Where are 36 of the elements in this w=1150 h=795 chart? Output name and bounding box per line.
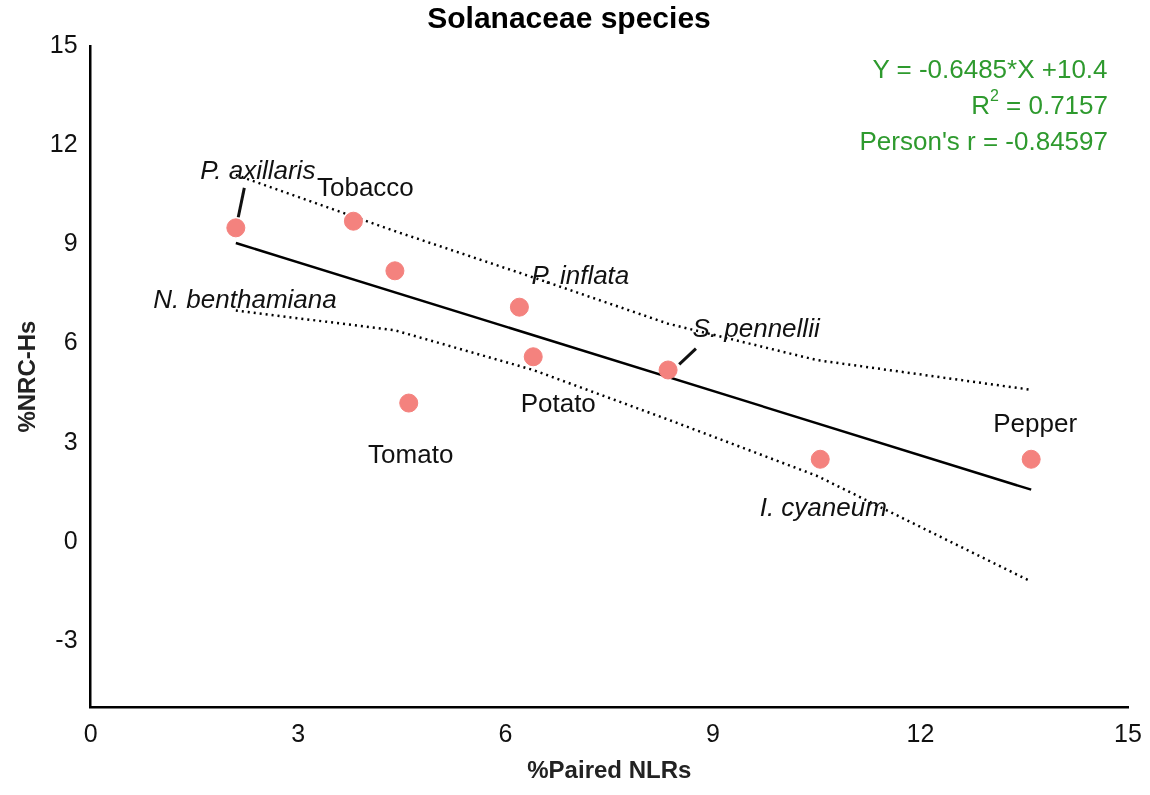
annotation: S. pennellii: [692, 313, 821, 344]
chart-title: Solanaceae species: [427, 1, 711, 35]
point: [523, 347, 543, 367]
point: [509, 297, 529, 317]
point: [343, 211, 363, 231]
x-tick-label: 12: [906, 719, 935, 748]
y-tick-label: -3: [55, 624, 78, 653]
y-tick-label: 6: [63, 327, 78, 356]
y-tick-label: 12: [49, 129, 78, 158]
point: [658, 360, 678, 380]
point: [399, 393, 419, 413]
point: [810, 449, 830, 469]
annotation: P. axillaris: [200, 155, 316, 186]
x-tick-label: 9: [706, 719, 720, 748]
x-axis-title: %Paired NLRs: [527, 756, 692, 784]
annotation: Potato: [520, 387, 596, 418]
annotation: Pepper: [993, 408, 1078, 439]
y-tick-label: 0: [63, 525, 78, 554]
annotation: Person's r = -0.84597: [859, 126, 1108, 157]
point: [1021, 449, 1041, 469]
y-tick-label: 15: [49, 29, 78, 58]
point: [385, 261, 405, 281]
annotation: N. benthamiana: [153, 284, 337, 315]
annotation: I. cyaneum: [759, 492, 887, 523]
x-tick-label: 0: [83, 719, 98, 748]
annotation: Tomato: [368, 439, 454, 470]
x-tick-label: 3: [291, 719, 306, 748]
x-tick-label: 6: [498, 719, 513, 748]
annotation: Y = -0.6485*X +10.4: [872, 54, 1108, 85]
y-axis-title: %NRC-Hs: [13, 320, 41, 433]
x-tick-label: 15: [1114, 719, 1142, 748]
point: [226, 218, 246, 238]
y-tick-label: 9: [63, 228, 78, 257]
annotation: P. inflata: [531, 260, 630, 291]
annotation: Tobacco: [316, 172, 414, 203]
y-tick-label: 3: [63, 426, 78, 455]
